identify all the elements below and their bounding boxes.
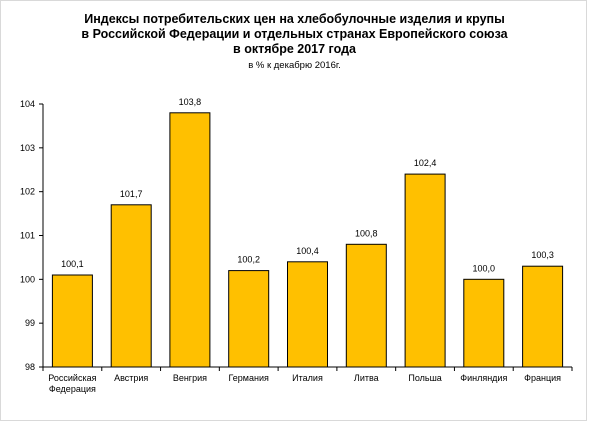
bar bbox=[169, 112, 211, 368]
x-tick-label: Германия bbox=[229, 373, 269, 383]
x-tick-label: Италия bbox=[292, 373, 323, 383]
data-label: 102,4 bbox=[414, 158, 437, 168]
x-tick-label: Австрия bbox=[114, 373, 148, 383]
data-label: 101,7 bbox=[120, 189, 143, 199]
bar bbox=[463, 278, 505, 368]
data-label: 100,4 bbox=[296, 246, 319, 256]
x-tick-label: Литва bbox=[354, 373, 379, 383]
chart-title-line-3: в октябре 2017 года bbox=[233, 42, 356, 56]
bar bbox=[522, 265, 564, 368]
data-label: 100,2 bbox=[237, 255, 260, 265]
data-label: 100,0 bbox=[473, 263, 496, 273]
data-label: 100,8 bbox=[355, 228, 378, 238]
chart-title-line-2: в Российской Федерации и отдельных стран… bbox=[81, 27, 508, 41]
bar bbox=[404, 173, 446, 368]
y-tick-label: 103 bbox=[20, 143, 35, 153]
y-tick-label: 98 bbox=[25, 362, 35, 372]
bar bbox=[345, 243, 387, 368]
data-label: 103,8 bbox=[179, 97, 202, 107]
y-tick-label: 102 bbox=[20, 187, 35, 197]
x-tick-label: Франция bbox=[524, 373, 561, 383]
data-label: 100,1 bbox=[61, 259, 84, 269]
x-tick-label: Венгрия bbox=[173, 373, 207, 383]
chart-subtitle: в % к декабрю 2016г. bbox=[248, 60, 341, 71]
y-tick-label: 101 bbox=[20, 231, 35, 241]
x-tick-label: Финляндия bbox=[460, 373, 507, 383]
chart-title-line-1: Индексы потребительских цен на хлебобуло… bbox=[84, 12, 505, 26]
bar bbox=[110, 204, 152, 368]
x-tick-label: Российская Федерация bbox=[48, 373, 96, 394]
bar bbox=[228, 270, 270, 368]
y-tick-label: 99 bbox=[25, 318, 35, 328]
y-tick-label: 104 bbox=[20, 99, 35, 109]
x-tick-label: Польша bbox=[408, 373, 441, 383]
data-label: 100,3 bbox=[531, 250, 554, 260]
bar bbox=[287, 261, 328, 368]
bar bbox=[51, 274, 93, 368]
y-tick-label: 100 bbox=[20, 274, 35, 284]
